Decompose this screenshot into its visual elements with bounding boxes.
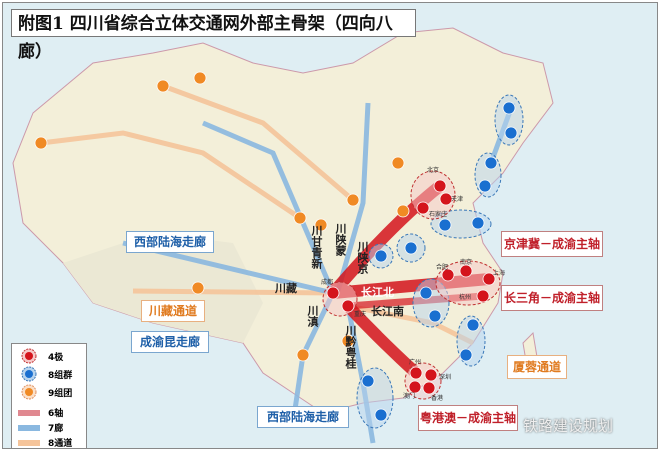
callout-ygao-axis: 粤港澳－成渝主轴 bbox=[418, 405, 518, 431]
callout-jjj-axis: 京津冀－成渝主轴 bbox=[501, 231, 603, 257]
pole-node bbox=[441, 268, 455, 282]
pole-node bbox=[326, 286, 340, 300]
pole-node bbox=[416, 201, 430, 215]
city-shijiazhuang: 石家庄 bbox=[429, 211, 448, 218]
cluster-node bbox=[391, 156, 405, 170]
cluster-node bbox=[193, 71, 207, 85]
city-hangzhou: 杭州 bbox=[459, 294, 472, 301]
callout-chuanzang-channel: 川藏通道 bbox=[141, 300, 205, 322]
route-label-csj: 川陕京 bbox=[356, 241, 369, 274]
city-macau: 澳门 bbox=[403, 393, 416, 400]
channel-line bbox=[40, 130, 302, 221]
pole-node bbox=[424, 368, 438, 382]
legend-label: 9组团 bbox=[48, 388, 73, 399]
city-shanghai: 上海 bbox=[493, 270, 506, 277]
city-tianjin: 天津 bbox=[451, 196, 464, 203]
group-node bbox=[471, 216, 485, 230]
city-shenzhen: 深圳 bbox=[439, 374, 452, 381]
city-hefei: 合肥 bbox=[436, 264, 449, 271]
pole-node bbox=[476, 289, 490, 303]
pole-node bbox=[482, 272, 496, 286]
route-label-cjb: 长江北 bbox=[361, 286, 394, 299]
city-beijing: 北京 bbox=[427, 167, 440, 174]
callout-xiarong-channel: 厦蓉通道 bbox=[507, 355, 567, 379]
group-node bbox=[484, 156, 498, 170]
callout-west-corridor-top: 西部陆海走廊 bbox=[126, 231, 214, 253]
legend-item-channel: 8通道 bbox=[18, 436, 73, 449]
legend: 4极 8组群 9组团 6轴 7廊 8通道 bbox=[11, 343, 87, 449]
group-node bbox=[419, 286, 433, 300]
group-node bbox=[438, 218, 452, 232]
callout-csj-axis: 长三角－成渝主轴 bbox=[501, 285, 603, 311]
legend-item-axis: 6轴 bbox=[18, 406, 63, 419]
group-node bbox=[459, 348, 473, 362]
pole-node bbox=[341, 299, 355, 313]
group-node bbox=[428, 309, 442, 323]
cluster-node bbox=[314, 218, 328, 232]
cluster-node bbox=[341, 334, 355, 348]
pole-node bbox=[409, 366, 423, 380]
pole-node bbox=[459, 264, 473, 278]
cluster-node bbox=[191, 281, 205, 295]
legend-item-pole: 4极 bbox=[18, 348, 63, 364]
legend-label: 7廊 bbox=[48, 424, 64, 434]
route-label-csm: 川陕蒙 bbox=[334, 223, 347, 256]
pole-node bbox=[422, 381, 436, 395]
group-node bbox=[361, 374, 375, 388]
red-dot-icon bbox=[21, 348, 37, 364]
axis-ygao bbox=[342, 300, 422, 379]
group-node bbox=[502, 101, 516, 115]
route-label-cz: 川藏 bbox=[275, 282, 297, 295]
group-node bbox=[478, 179, 492, 193]
legend-item-group: 8组群 bbox=[18, 366, 72, 382]
city-chengdu: 成都 bbox=[321, 279, 334, 286]
legend-label: 8通道 bbox=[48, 439, 73, 449]
map-canvas bbox=[12, 27, 554, 444]
pole-node bbox=[433, 179, 447, 193]
group-node bbox=[374, 249, 388, 263]
corridor-line bbox=[335, 102, 371, 292]
cluster-node bbox=[396, 204, 410, 218]
page-title: 附图1 四川省综合立体交通网外部主骨架（四向八廊） bbox=[11, 9, 416, 62]
cluster-node bbox=[34, 136, 48, 150]
route-label-cd: 川滇 bbox=[306, 305, 319, 327]
group-node bbox=[504, 126, 518, 140]
blue-dot-icon bbox=[21, 366, 37, 382]
channel-line bbox=[132, 288, 334, 296]
callout-cyk-corridor: 成渝昆走廊 bbox=[131, 331, 209, 353]
city-guangzhou: 广州 bbox=[409, 359, 422, 366]
orange-dot-icon bbox=[21, 384, 37, 400]
city-hongkong: 香港 bbox=[431, 395, 444, 402]
group-node bbox=[466, 318, 480, 332]
cluster-node bbox=[296, 348, 310, 362]
tibet-plateau bbox=[63, 233, 263, 343]
legend-label: 4极 bbox=[48, 352, 64, 363]
callout-west-corridor-bottom: 西部陆海走廊 bbox=[257, 406, 349, 428]
legend-item-corridor: 7廊 bbox=[18, 421, 63, 434]
route-label-cqyg: 川黔粤桂 bbox=[344, 325, 357, 369]
route-label-cjn: 长江南 bbox=[371, 305, 404, 318]
watermark: 铁路建设规划 bbox=[523, 417, 614, 435]
corridor-line bbox=[202, 120, 336, 294]
cluster-node bbox=[293, 211, 307, 225]
group-node bbox=[374, 408, 388, 422]
pole-node bbox=[439, 192, 453, 206]
legend-item-cluster: 9组团 bbox=[18, 384, 72, 400]
legend-label: 8组群 bbox=[48, 370, 73, 381]
cluster-node bbox=[156, 79, 170, 93]
channel-line bbox=[162, 83, 355, 202]
group-node bbox=[404, 241, 418, 255]
legend-label: 6轴 bbox=[48, 409, 64, 419]
pole-node bbox=[408, 380, 422, 394]
route-label-cgqx: 川甘青新 bbox=[310, 225, 323, 269]
city-chongqing: 重庆 bbox=[354, 311, 367, 318]
city-nanjing: 南京 bbox=[460, 259, 473, 266]
cluster-node bbox=[346, 193, 360, 207]
